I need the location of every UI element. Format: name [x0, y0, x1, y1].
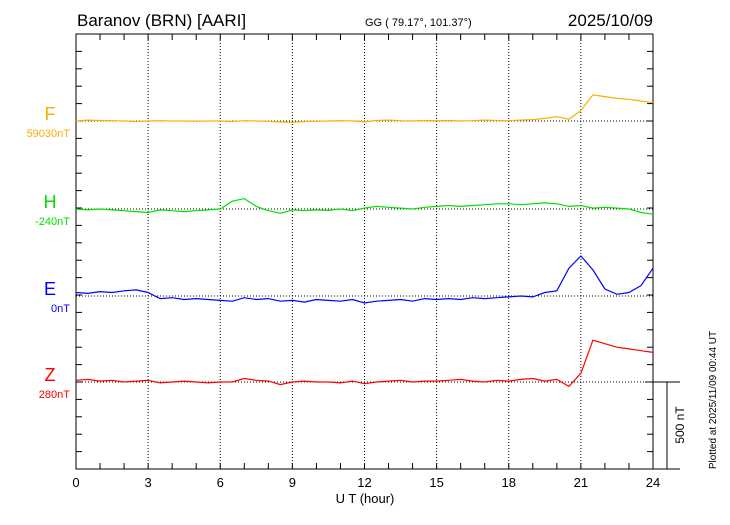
x-tick-label: 12: [357, 475, 371, 490]
component-label-f: F: [45, 104, 56, 124]
baseline-value-f: 59030nT: [27, 128, 71, 140]
chart-title: Baranov (BRN) [AARI]: [77, 11, 246, 30]
x-tick-label: 6: [217, 475, 224, 490]
scale-label: 500 nT: [673, 406, 687, 444]
series-line-f: [75, 94, 654, 124]
component-label-z: Z: [45, 365, 56, 385]
chart-date: 2025/10/09: [568, 11, 653, 30]
x-tick-label: 9: [289, 475, 296, 490]
plotted-note: Plotted at 2025/11/09 00:44 UT: [708, 331, 719, 469]
x-tick-label: 15: [429, 475, 443, 490]
series-line-z: [75, 339, 654, 388]
scale-bar: 500 nT: [645, 381, 687, 470]
x-tick-label: 0: [72, 475, 79, 490]
station-coords: GG ( 79.17°, 101.37°): [365, 17, 472, 29]
component-label-e: E: [44, 279, 56, 299]
x-tick-label: 21: [574, 475, 588, 490]
baseline-value-z: 280nT: [39, 389, 70, 401]
x-axis-label: U T (hour): [336, 491, 395, 506]
x-tick-label: 3: [145, 475, 152, 490]
x-tick-label: 24: [646, 475, 660, 490]
series-line-h: [75, 197, 654, 215]
x-tick-label: 18: [502, 475, 516, 490]
series-line-e: [75, 255, 654, 304]
baseline-value-h: -240nT: [35, 216, 70, 228]
baseline-value-e: 0nT: [51, 303, 70, 315]
component-label-h: H: [44, 192, 57, 212]
